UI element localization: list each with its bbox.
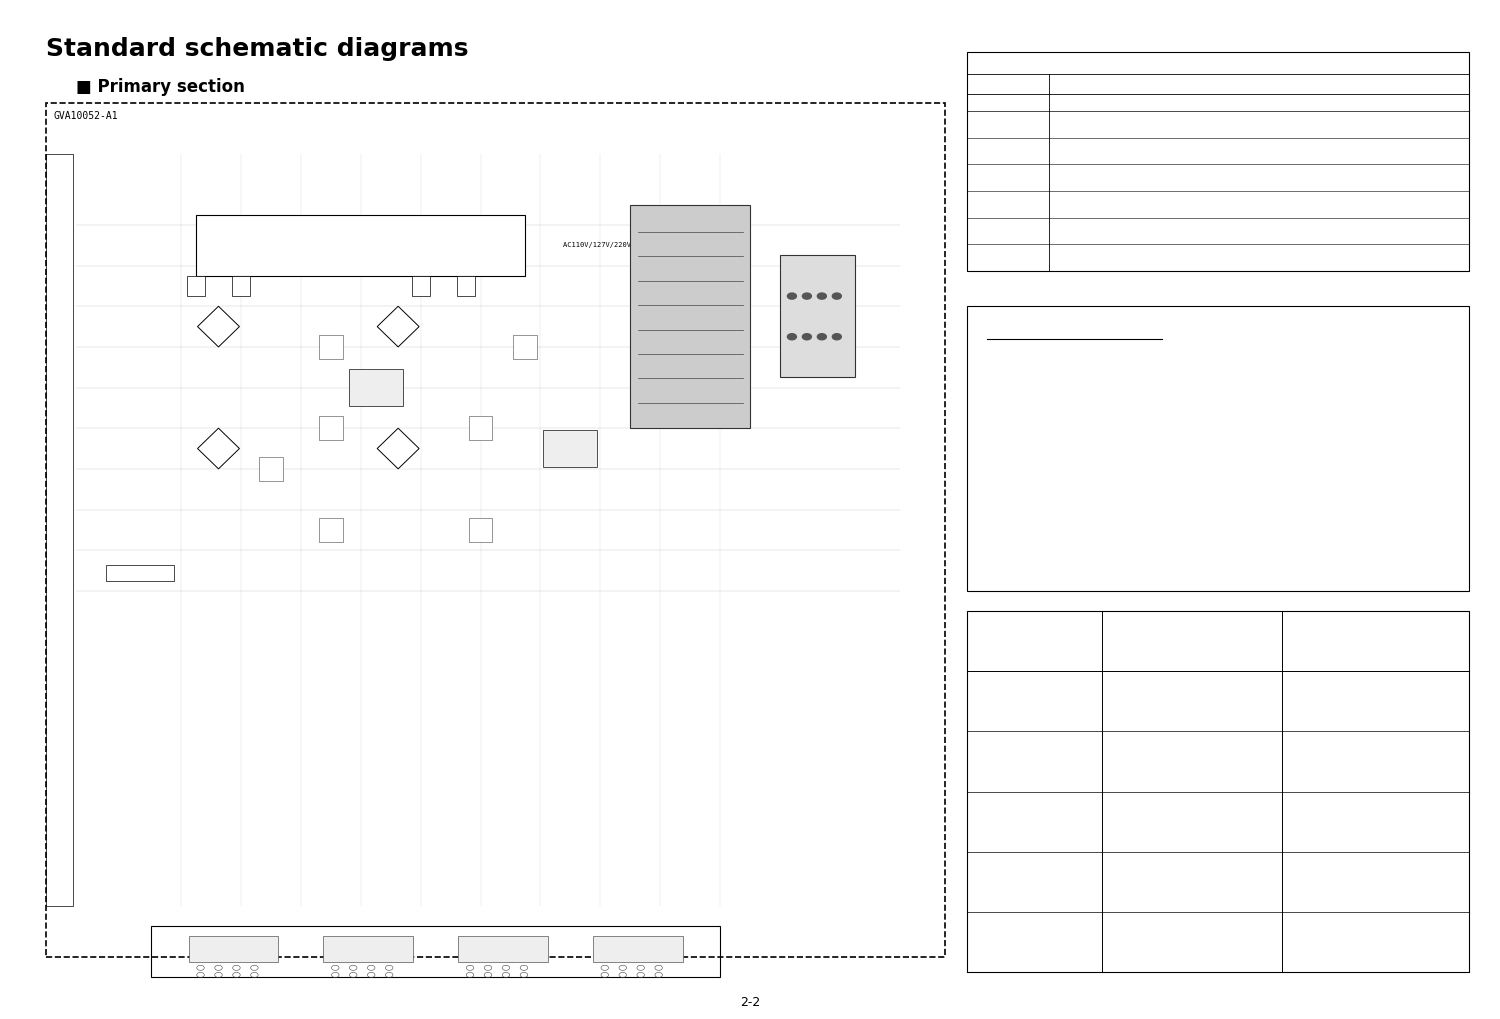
- Circle shape: [833, 293, 842, 300]
- Text: . PRIMARY WITH MAINS TRANSFORMER: . PRIMARY WITH MAINS TRANSFORMER: [1058, 122, 1149, 127]
- Bar: [348, 369, 402, 406]
- Text: GVA10052-A1: GVA10052-A1: [54, 111, 118, 121]
- Bar: [189, 936, 279, 962]
- Text: T3.15AL: T3.15AL: [1174, 817, 1209, 826]
- Circle shape: [818, 333, 827, 339]
- Text: SHEET
NUMBER: SHEET NUMBER: [1000, 97, 1017, 108]
- Bar: [630, 205, 750, 428]
- Text: AC110V/127V/220V/230V~240V~ 50Hz/60Hz: AC110V/127V/220V/230V~240V~ 50Hz/60Hz: [562, 243, 720, 249]
- Text: 5/8: 5/8: [1004, 228, 1014, 233]
- Text: 1/8: 1/8: [1004, 122, 1014, 127]
- Text: EXPLANATION OF OVERALL SCHEMATIC: EXPLANATION OF OVERALL SCHEMATIC: [1144, 59, 1292, 67]
- Text: T4AL: T4AL: [1362, 877, 1382, 887]
- Text: UN: UN: [998, 367, 1006, 376]
- Bar: [780, 256, 855, 377]
- Bar: [968, 307, 1468, 591]
- Text: TAPE DECK MECHANISM CONTROL.
TAPE CIRCUITS SUCH AS PRE AMP AND BIAS: TAPE DECK MECHANISM CONTROL. TAPE CIRCUI…: [1058, 252, 1166, 263]
- Text: TO PAGE OF GVA10061-A3: TO PAGE OF GVA10061-A3: [57, 596, 63, 667]
- Text: VERSION CODE: VERSION CODE: [990, 331, 1060, 341]
- Bar: [458, 936, 548, 962]
- Text: T3.15AL: T3.15AL: [1174, 877, 1209, 887]
- Text: CD SERVO AND IC SYSTEM CONTROL,
IC CHANGER MECHANISM CONTROL VCD-KI: CD SERVO AND IC SYSTEM CONTROL, IC CHANG…: [1058, 225, 1158, 236]
- Circle shape: [833, 333, 842, 339]
- Bar: [324, 936, 413, 962]
- Text: 220V: 220V: [496, 947, 508, 952]
- Text: :: :: [1058, 367, 1062, 376]
- Text: SAUDI ARABIA: SAUDI ARABIA: [1088, 473, 1148, 482]
- Text: F102: F102: [1024, 877, 1044, 887]
- Bar: [196, 215, 525, 276]
- Text: IC REGULATORS ; SYSTEM CONTROL (S) ; EXTERNAL INPUT: IC REGULATORS ; SYSTEM CONTROL (S) ; EXT…: [1058, 175, 1203, 180]
- Circle shape: [788, 333, 796, 339]
- Bar: [152, 926, 720, 977]
- Text: . EXTERNAL INPUT, SOURCE SELECTOR SW
. FL DISPLAY USER CONTROL KEYS
.AID AMP, FO: . EXTERNAL INPUT, SOURCE SELECTOR SW . F…: [1058, 193, 1161, 215]
- Text: TO PAGE OF GVA10062-A2: TO PAGE OF GVA10062-A2: [57, 443, 63, 515]
- Text: T4AL: T4AL: [1182, 697, 1202, 706]
- Bar: [46, 154, 74, 906]
- Text: F001: F001: [1024, 697, 1044, 706]
- Text: CIRCUITS DESCRIPTION: CIRCUITS DESCRIPTION: [1065, 100, 1130, 105]
- Text: : DC REGULATORS & AUDIO OUTPUT: : DC REGULATORS & AUDIO OUTPUT: [1058, 149, 1143, 154]
- Bar: [456, 276, 474, 297]
- Text: UC: UC: [998, 526, 1006, 535]
- Text: 110V: 110V: [228, 947, 238, 952]
- Bar: [320, 416, 344, 440]
- Bar: [260, 457, 284, 481]
- Bar: [320, 334, 344, 359]
- Bar: [411, 276, 429, 297]
- Bar: [968, 52, 1468, 271]
- Text: VOLTAGE SELECTOR LOCATION: VOLTAGE SELECTOR LOCATION: [374, 933, 498, 943]
- Circle shape: [802, 293, 812, 300]
- Text: T3.13AL: T3.13AL: [1174, 937, 1209, 947]
- Circle shape: [788, 293, 796, 300]
- Text: UX: UX: [998, 473, 1006, 482]
- Text: Standard schematic diagrams: Standard schematic diagrams: [46, 37, 470, 61]
- Text: 3/8: 3/8: [1004, 175, 1014, 180]
- Text: T5AL: T5AL: [1362, 697, 1382, 706]
- Bar: [320, 518, 344, 542]
- Bar: [188, 276, 206, 297]
- Text: MX-SK1 AND MX-SK3: MX-SK1 AND MX-SK3: [1058, 79, 1142, 89]
- Text: MODEL: MODEL: [998, 81, 1018, 87]
- Bar: [513, 334, 537, 359]
- Bar: [468, 416, 492, 440]
- Text: 2/8: 2/8: [1004, 149, 1014, 154]
- Bar: [106, 566, 174, 581]
- Text: 4/8: 4/8: [1004, 202, 1014, 207]
- Text: 1.4AL: 1.4AL: [1359, 817, 1384, 826]
- Bar: [592, 936, 682, 962]
- Bar: [232, 276, 250, 297]
- Text: GVA10013-20: GVA10013-20: [432, 928, 468, 933]
- Text: POWER SUPPLY BLOCK: POWER SUPPLY BLOCK: [320, 231, 402, 240]
- Text: F101: F101: [1024, 817, 1044, 826]
- Text: 2-2: 2-2: [740, 996, 760, 1009]
- Text: F003: F003: [1024, 757, 1044, 766]
- Text: ■ Primary section: ■ Primary section: [76, 77, 245, 96]
- Text: F103: F103: [1024, 937, 1044, 947]
- Bar: [968, 611, 1468, 972]
- Text: 6/8: 6/8: [1004, 255, 1014, 260]
- Text: US/UX/UN/UE: US/UX/UN/UE: [338, 255, 384, 261]
- Text: 230-240V: 230-240V: [626, 947, 650, 952]
- Text: ASEAN: ASEAN: [1088, 367, 1112, 376]
- Text: T3.6AL: T3.6AL: [1176, 757, 1206, 766]
- Text: MX-SK3: MX-SK3: [1356, 637, 1386, 646]
- Text: SINGAPORE & UNIVERSAL
EXCEPT ALL OF ABOVES: SINGAPORE & UNIVERSAL EXCEPT ALL OF ABOV…: [1088, 420, 1192, 439]
- Text: :: :: [1058, 526, 1062, 535]
- Text: US: US: [998, 420, 1006, 429]
- Text: TURKY: TURKY: [1088, 526, 1112, 535]
- Text: T3.15AL: T3.15AL: [1354, 937, 1389, 947]
- Text: MX-SK1: MX-SK1: [1176, 637, 1206, 646]
- Text: T2AL: T2AL: [1362, 757, 1382, 766]
- Circle shape: [802, 333, 812, 339]
- Text: :: :: [1058, 473, 1062, 482]
- Text: GVA10014-B1: GVA10014-B1: [224, 928, 260, 933]
- Text: FL BIAS: FL BIAS: [122, 568, 152, 574]
- Bar: [543, 430, 597, 467]
- Text: :: :: [1058, 420, 1062, 429]
- Text: 127V: 127V: [363, 947, 374, 952]
- Circle shape: [818, 293, 827, 300]
- Bar: [468, 518, 492, 542]
